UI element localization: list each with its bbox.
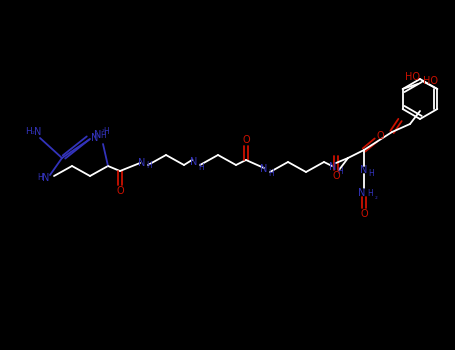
Text: H: H (100, 131, 106, 140)
Text: O: O (376, 131, 384, 141)
Text: H: H (146, 161, 152, 170)
Text: HO: HO (405, 72, 420, 82)
Text: H: H (37, 174, 43, 182)
Text: N: N (91, 133, 99, 143)
Text: HO: HO (423, 76, 438, 86)
Text: O: O (242, 135, 250, 145)
Text: ₂: ₂ (374, 194, 378, 200)
Text: H: H (367, 189, 373, 197)
Text: ₂: ₂ (101, 127, 105, 133)
Text: O: O (116, 186, 124, 196)
Text: O: O (360, 209, 368, 219)
Text: N: N (329, 162, 337, 172)
Text: H: H (198, 162, 204, 172)
Text: N: N (34, 127, 42, 137)
Text: N: N (138, 158, 146, 168)
Text: N: N (260, 164, 268, 174)
Text: N: N (360, 165, 368, 175)
Text: H: H (103, 127, 109, 136)
Text: H: H (337, 167, 343, 175)
Text: H: H (268, 168, 274, 177)
Text: N: N (190, 157, 197, 167)
Text: N: N (359, 188, 366, 198)
Text: O: O (332, 171, 340, 181)
Text: N: N (94, 130, 101, 140)
Text: ₂: ₂ (31, 129, 35, 135)
Text: H: H (368, 169, 374, 178)
Text: N: N (42, 173, 50, 183)
Text: H: H (25, 127, 31, 136)
